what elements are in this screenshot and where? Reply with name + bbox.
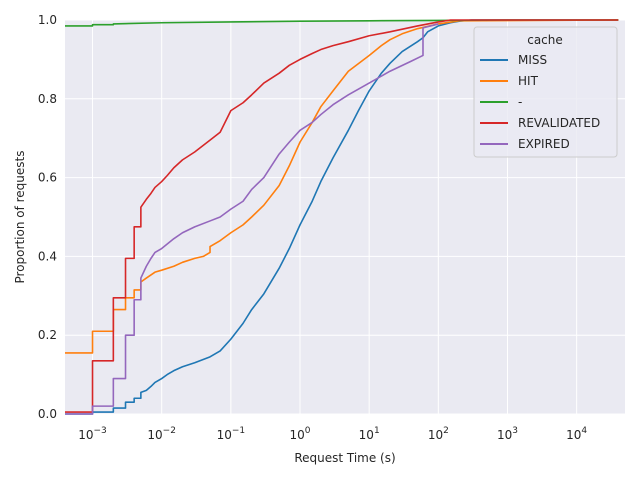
y-axis-label: Proportion of requests	[13, 151, 27, 284]
legend-label: MISS	[518, 53, 547, 67]
x-tick-exponent: 3	[512, 426, 518, 436]
x-axis-label: Request Time (s)	[294, 451, 395, 465]
series-line-expired	[65, 23, 439, 415]
x-tick-exponent: 4	[581, 426, 587, 436]
x-tick-exponent: 2	[443, 426, 449, 436]
x-tick-base: 10	[78, 428, 93, 442]
x-tick-label: 100	[290, 426, 311, 442]
x-axis-ticks: 10−3 10−2 10−1 100 101 102 103 104	[78, 426, 587, 442]
x-tick-base: 10	[290, 428, 305, 442]
x-tick-base: 10	[497, 428, 512, 442]
x-tick-exponent: 0	[305, 426, 311, 436]
x-tick-base: 10	[566, 428, 581, 442]
x-tick-base: 10	[428, 428, 443, 442]
y-tick-label: 1.0	[38, 13, 57, 27]
legend-items: MISS HIT - REVALIDATED EXPIRED	[480, 53, 600, 151]
series-line-miss	[65, 19, 619, 415]
x-tick-exponent: 1	[374, 426, 380, 436]
y-tick-label: 0.4	[38, 249, 57, 263]
legend-box	[473, 26, 618, 158]
series-layer	[65, 19, 619, 415]
x-tick-base: 10	[217, 428, 232, 442]
x-tick-exponent: −2	[163, 426, 176, 436]
x-tick-label: 10−3	[78, 426, 107, 442]
x-tick-base: 10	[147, 428, 162, 442]
series-line-hit	[65, 19, 619, 354]
legend-label: HIT	[518, 74, 539, 88]
series-line-revalidated	[65, 19, 619, 413]
y-tick-label: 0.0	[38, 407, 57, 421]
x-tick-label: 104	[566, 426, 587, 442]
x-tick-label: 10−1	[217, 426, 246, 442]
y-tick-label: 0.8	[38, 92, 57, 106]
legend-label: REVALIDATED	[518, 116, 600, 130]
y-axis-ticks: 0.0 0.2 0.4 0.6 0.8 1.0	[38, 13, 57, 421]
legend-label: -	[518, 95, 522, 109]
x-tick-exponent: −1	[232, 426, 245, 436]
legend-title: cache	[527, 33, 563, 47]
legend-label: EXPIRED	[518, 137, 570, 151]
x-tick-exponent: −3	[94, 426, 107, 436]
x-tick-label: 102	[428, 426, 449, 442]
x-tick-label: 10−2	[147, 426, 176, 442]
x-tick-base: 10	[359, 428, 374, 442]
legend: cache MISS HIT - REVALIDATED EXPIRED	[473, 26, 618, 158]
x-tick-label: 103	[497, 426, 518, 442]
y-tick-label: 0.2	[38, 328, 57, 342]
x-tick-label: 101	[359, 426, 380, 442]
y-tick-label: 0.6	[38, 171, 57, 185]
